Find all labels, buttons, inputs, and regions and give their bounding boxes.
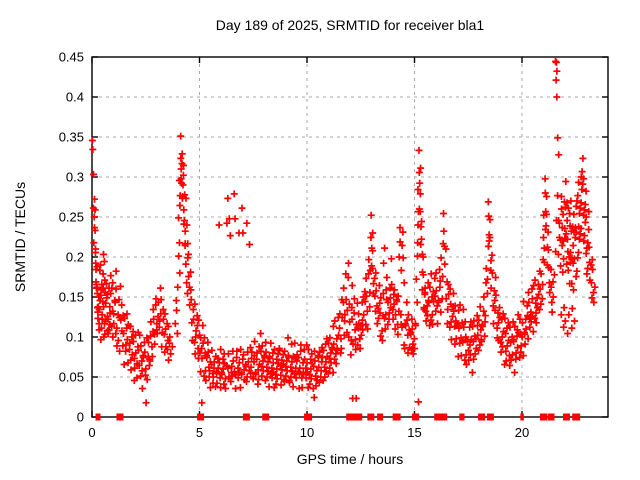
zero-value-marker: [540, 413, 547, 421]
x-tick-label: 20: [515, 425, 529, 440]
y-tick-label: 0.3: [66, 170, 84, 185]
zero-value-marker: [392, 413, 401, 421]
zero-value-marker: [242, 413, 250, 421]
data-series-layer: [88, 58, 599, 421]
zero-value-marker: [434, 413, 448, 421]
x-tick-label: 15: [407, 425, 421, 440]
zero-value-marker: [367, 413, 375, 421]
zero-value-marker: [572, 413, 581, 421]
x-tick-label: 10: [300, 425, 314, 440]
x-axis-label: GPS time / hours: [297, 451, 404, 467]
y-tick-label: 0.1: [66, 330, 84, 345]
zero-value-marker: [520, 413, 523, 421]
scatter-points: [88, 58, 599, 407]
zero-value-marker: [521, 413, 524, 421]
axis-layer: 0 0.05 0.1 0.15 0.2 0.25 0.3 0.35 0.4 0.45 0 5 10 15 2…: [59, 50, 609, 440]
y-tick-label: 0.2: [66, 250, 84, 265]
y-axis-label: SRMTID / TECUs: [12, 182, 28, 292]
zero-value-marker: [116, 413, 124, 421]
y-tick-label: 0: [77, 410, 84, 425]
y-tick-label: 0.15: [59, 290, 84, 305]
x-tick-label: 5: [196, 425, 203, 440]
zero-value-marker: [304, 413, 313, 421]
y-tick-label: 0.05: [59, 370, 84, 385]
zero-value-marker: [563, 413, 571, 421]
zero-value-marker: [547, 413, 555, 421]
x-tick-label: 0: [88, 425, 95, 440]
y-tick-label: 0.45: [59, 50, 84, 65]
zero-value-marker: [262, 413, 270, 421]
zero-value-marker: [197, 413, 205, 421]
zero-value-marker: [95, 413, 101, 421]
zero-value-marker: [460, 413, 463, 421]
zero-value-marker: [412, 413, 420, 421]
y-tick-label: 0.4: [66, 90, 84, 105]
y-tick-label: 0.35: [59, 130, 84, 145]
zero-value-marker: [462, 413, 465, 421]
zero-value-marker: [346, 413, 349, 421]
zero-value-marker: [486, 413, 494, 421]
zero-value-marker: [459, 413, 462, 421]
zero-value-marker: [478, 413, 486, 421]
chart-title: Day 189 of 2025, SRMTID for receiver bla…: [216, 17, 485, 33]
zero-value-marker: [377, 413, 384, 421]
y-tick-label: 0.25: [59, 210, 84, 225]
zero-value-marker: [347, 413, 363, 421]
